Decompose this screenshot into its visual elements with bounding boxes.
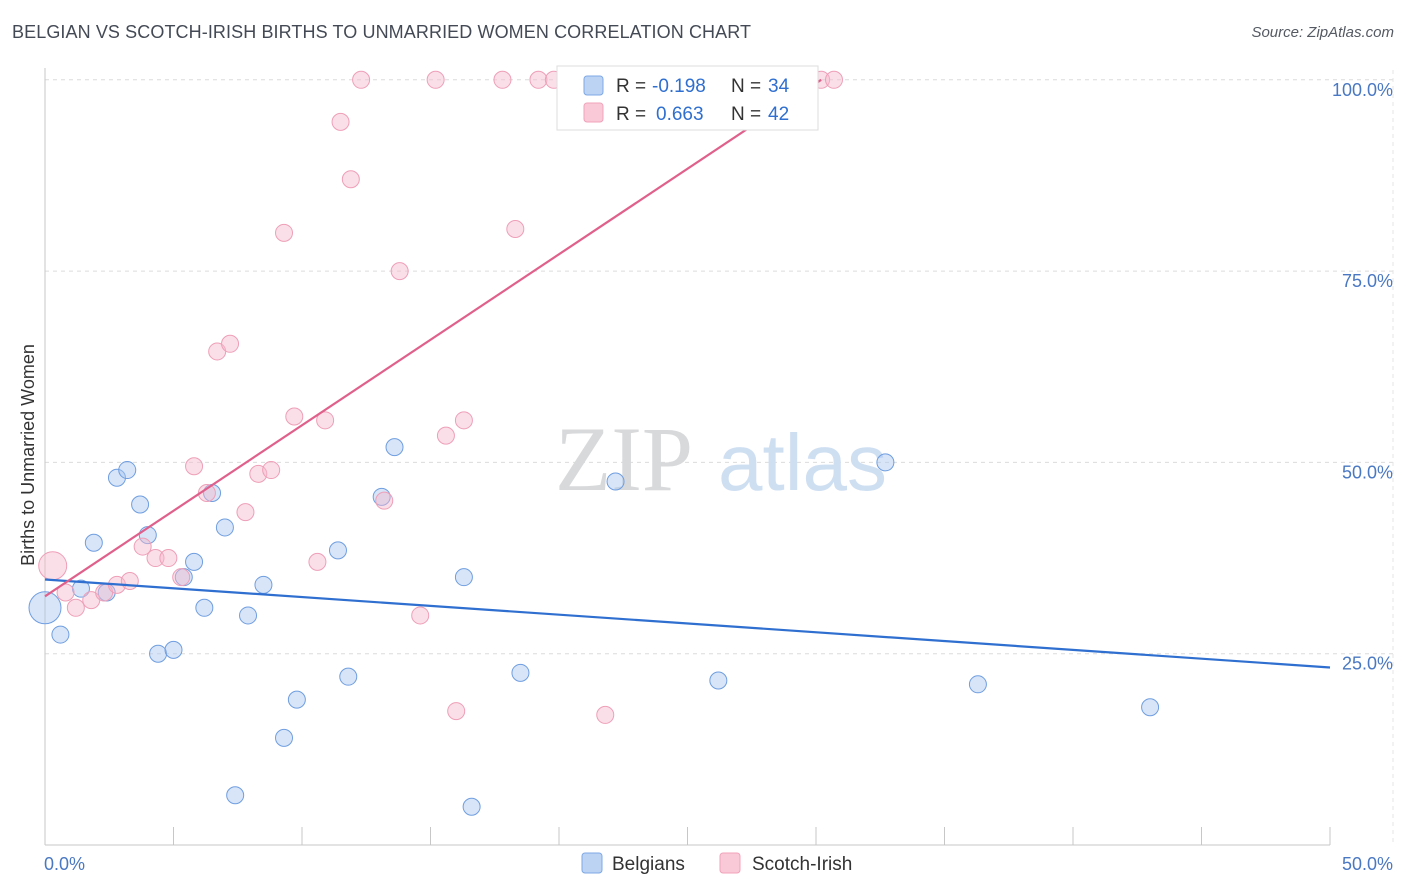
scotch-irish-point: [390, 262, 409, 281]
scotch-irish-trend-line: [44, 78, 822, 598]
belgians-point: [185, 552, 204, 571]
scotch-irish-point: [529, 70, 548, 89]
watermark-zip: ZIP: [555, 408, 693, 510]
legend-r-value-2: 0.663: [656, 104, 704, 125]
scotch-irish-point: [331, 112, 350, 131]
axes: 25.0% 50.0% 75.0% 100.0% 0.0% 50.0%: [44, 68, 1393, 874]
belgians-point: [339, 667, 358, 686]
belgians-trend-line: [44, 578, 1331, 669]
legend-r-value-1: -0.198: [652, 76, 706, 97]
legend-r-label-2: R =: [616, 104, 646, 125]
belgians-point: [254, 575, 273, 594]
belgians-point: [28, 591, 62, 625]
scotch-irish-point: [275, 223, 294, 242]
scotch-irish-point: [159, 549, 178, 568]
scotch-irish-point: [262, 461, 281, 480]
belgians-point: [462, 797, 481, 816]
scotch-irish-point: [824, 70, 843, 89]
belgians-point: [149, 644, 168, 663]
stats-legend: R = -0.198 N = 34 R = 0.663 N = 42: [556, 65, 819, 131]
source-credit: Source: ZipAtlas.com: [1251, 24, 1394, 41]
scotch-irish-point: [38, 551, 68, 581]
scotch-irish-point: [316, 411, 335, 430]
watermark: ZIP atlas: [555, 408, 887, 510]
scotch-irish-point: [375, 491, 394, 510]
scotch-irish-point: [56, 583, 75, 602]
belgians-point: [84, 533, 103, 552]
series-legend: Belgians Scotch-Irish: [581, 852, 852, 875]
x-tick-label-min: 0.0%: [44, 854, 85, 874]
scotch-irish-point: [352, 70, 371, 89]
legend-r-label-1: R =: [616, 76, 646, 97]
scotch-irish-point: [454, 411, 473, 430]
bottom-legend-swatch-belgians: [581, 852, 603, 874]
belgians-point: [511, 663, 530, 682]
scotch-irish-point: [596, 705, 615, 724]
scotch-irish-point: [120, 572, 139, 591]
scotch-irish-point: [172, 568, 191, 587]
belgians-point: [328, 541, 347, 560]
scotch-irish-point: [185, 457, 204, 476]
belgians-point: [968, 675, 987, 694]
scotch-irish-point: [308, 552, 327, 571]
bottom-legend-label-belgians: Belgians: [612, 854, 685, 875]
scotch-irish-point: [133, 537, 152, 556]
scotch-irish-point: [411, 606, 430, 625]
data-points: [28, 70, 1160, 816]
belgians-point: [195, 598, 214, 617]
legend-n-label-2: N =: [731, 104, 761, 125]
scotch-irish-point: [426, 70, 445, 89]
belgians-point: [71, 579, 90, 598]
belgians-point: [164, 640, 183, 659]
bottom-legend-label-scotch-irish: Scotch-Irish: [752, 854, 852, 875]
belgians-point: [107, 468, 126, 487]
y-tick-label-50: 50.0%: [1342, 462, 1393, 482]
belgians-point: [709, 671, 728, 690]
scotch-irish-point: [146, 549, 165, 568]
belgians-point: [385, 438, 404, 457]
chart-title: BELGIAN VS SCOTCH-IRISH BIRTHS TO UNMARR…: [12, 22, 752, 42]
grid: [45, 70, 1394, 845]
belgians-point: [275, 728, 294, 747]
belgians-point: [118, 461, 137, 480]
belgians-point: [239, 606, 258, 625]
scotch-irish-point: [285, 407, 304, 426]
legend-n-value-1: 34: [768, 76, 790, 97]
legend-n-label-1: N =: [731, 76, 761, 97]
y-tick-label-75: 75.0%: [1342, 271, 1393, 291]
scotch-irish-point: [493, 70, 512, 89]
belgians-point: [215, 518, 234, 537]
trend-lines: [44, 78, 1331, 669]
legend-swatch-belgians: [583, 75, 604, 96]
y-axis-title: Births to Unmarried Women: [18, 344, 38, 566]
belgians-point: [287, 690, 306, 709]
belgians-point: [226, 786, 245, 805]
x-tick-label-max: 50.0%: [1342, 854, 1393, 874]
scotch-irish-point: [341, 170, 360, 189]
scotch-irish-point: [447, 702, 466, 721]
scotch-irish-point: [221, 334, 240, 353]
belgians-point: [1141, 698, 1160, 717]
belgians-point: [606, 472, 625, 491]
legend-swatch-scotch-irish: [583, 102, 604, 123]
scotch-irish-point: [66, 598, 85, 617]
scotch-irish-point: [236, 503, 255, 522]
belgians-point: [876, 453, 895, 472]
belgians-point: [131, 495, 150, 514]
belgians-point: [454, 568, 473, 587]
scotch-irish-point: [436, 426, 455, 445]
y-tick-label-25: 25.0%: [1342, 654, 1393, 674]
legend-n-value-2: 42: [768, 104, 789, 125]
scotch-irish-point: [506, 220, 525, 239]
watermark-atlas: atlas: [718, 418, 887, 507]
bottom-legend-swatch-scotch-irish: [719, 852, 741, 874]
y-tick-label-100: 100.0%: [1332, 80, 1393, 100]
belgians-point: [51, 625, 70, 644]
